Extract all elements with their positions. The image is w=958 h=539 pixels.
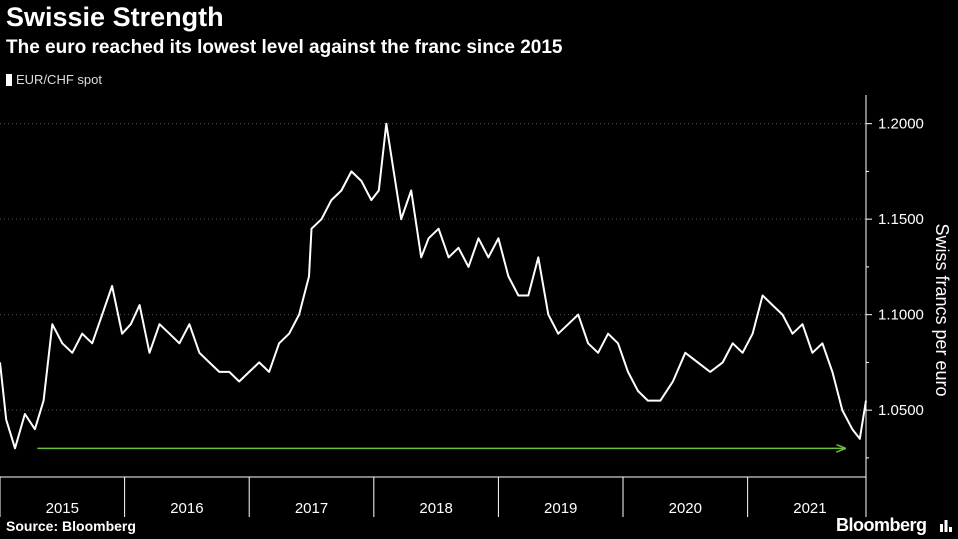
x-tick-label: 2017 [295, 500, 328, 517]
y-tick-label: 1.1000 [878, 307, 924, 324]
x-tick-label: 2020 [669, 500, 702, 517]
x-tick-label: 2019 [544, 500, 577, 517]
legend-label: EUR/CHF spot [16, 72, 102, 87]
bloomberg-mark-icon [940, 520, 952, 532]
y-axis-title: Swiss francs per euro [932, 223, 952, 396]
y-axis: 1.0500 1.1000 1.1500 1.2000 [865, 95, 924, 517]
x-tick-label: 2021 [793, 500, 826, 517]
y-tick-label: 1.0500 [878, 402, 924, 419]
legend-swatch [6, 73, 12, 86]
series-line-eurchf-spot [0, 122, 867, 450]
legend: EUR/CHF spot [6, 72, 102, 87]
x-tick-label: 2015 [46, 500, 79, 517]
chart-subtitle: The euro reached its lowest level agains… [6, 37, 563, 58]
source-note: Source: Bloomberg [6, 518, 136, 534]
x-tick-label: 2016 [170, 500, 203, 517]
series-layer [0, 122, 867, 450]
x-axis: 2015 2016 2017 2018 2019 2020 2021 [0, 476, 866, 517]
y-tick-label: 1.2000 [878, 116, 924, 133]
chart-title: Swissie Strength [6, 2, 224, 32]
bloomberg-logo: Bloomberg [836, 515, 927, 535]
x-tick-label: 2018 [419, 500, 452, 517]
y-tick-label: 1.1500 [878, 211, 924, 228]
grid-layer [0, 123, 866, 411]
